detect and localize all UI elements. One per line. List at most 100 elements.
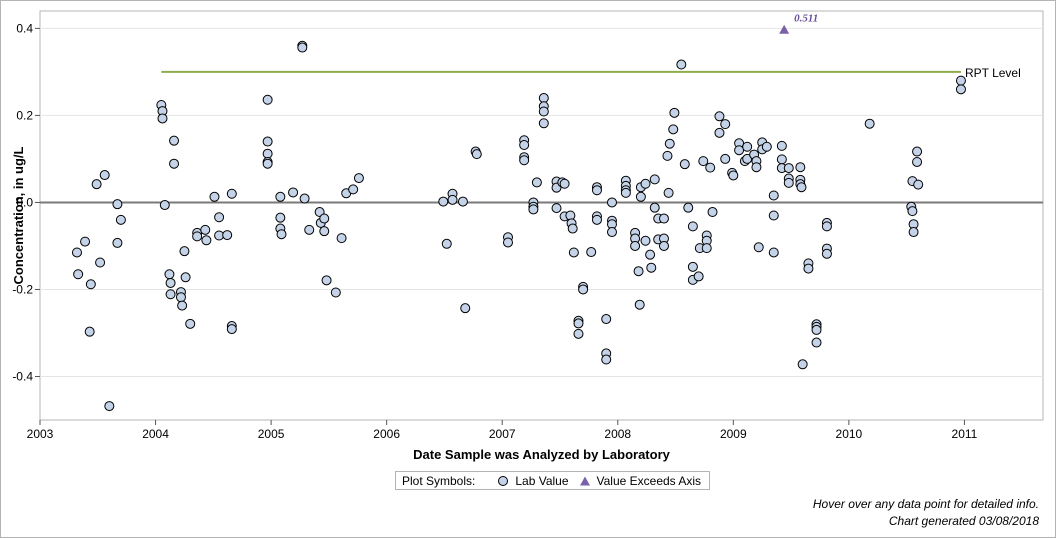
data-point — [91, 179, 102, 190]
data-point — [768, 190, 779, 201]
y-tick-label: -0.2 — [12, 282, 33, 296]
data-point — [460, 303, 471, 314]
data-point — [104, 401, 115, 412]
data-point — [783, 163, 794, 174]
data-point — [803, 263, 814, 274]
data-point — [262, 94, 273, 105]
data-point — [304, 224, 315, 235]
data-point — [165, 277, 176, 288]
data-point — [634, 299, 645, 310]
data-point — [112, 237, 123, 248]
data-point — [177, 300, 188, 311]
data-point — [275, 191, 286, 202]
data-point — [164, 269, 175, 280]
data-point — [192, 231, 203, 242]
data-point — [185, 318, 196, 329]
legend-item-value-exceeds-axis: Value Exceeds Axis — [579, 473, 702, 488]
data-point — [912, 156, 923, 167]
data-point — [811, 337, 822, 348]
data-point — [601, 354, 612, 365]
data-point — [955, 84, 966, 95]
data-point — [663, 187, 674, 198]
data-point — [84, 326, 95, 337]
data-point — [649, 174, 660, 185]
data-point — [701, 243, 712, 254]
legend-label-value-exceeds-axis: Value Exceeds Axis — [596, 473, 702, 488]
y-tick-label: 0.4 — [16, 21, 33, 35]
data-point — [646, 262, 657, 273]
triangle-marker-icon — [579, 476, 590, 485]
x-tick-label: 2010 — [836, 427, 863, 441]
data-point — [821, 248, 832, 259]
exceeds-axis-value-label: 0.511 — [794, 13, 818, 25]
data-point — [209, 191, 220, 202]
data-points: 0.511 — [71, 13, 966, 412]
circle-marker-icon — [498, 475, 509, 486]
data-point — [115, 214, 126, 225]
data-point — [761, 141, 772, 152]
data-point — [319, 213, 330, 224]
data-point — [606, 227, 617, 238]
data-point — [601, 314, 612, 325]
data-point — [913, 179, 924, 190]
data-point — [796, 182, 807, 193]
x-tick-label: 2006 — [373, 427, 400, 441]
data-point — [811, 324, 822, 335]
x-tick-label: 2007 — [489, 427, 516, 441]
data-point — [262, 136, 273, 147]
legend-label-lab-value: Lab Value — [515, 473, 569, 488]
data-point — [776, 140, 787, 151]
legend: Plot Symbols: Lab Value Value Exceeds Ax… — [395, 471, 711, 490]
data-point — [669, 107, 680, 118]
y-axis-title: Concentration, in ug/L — [11, 146, 26, 284]
data-point — [457, 196, 468, 207]
data-point — [226, 188, 237, 199]
data-point — [551, 203, 562, 214]
data-point — [99, 170, 110, 181]
data-point — [568, 247, 579, 258]
x-tick-label: 2008 — [604, 427, 631, 441]
data-point — [630, 240, 641, 251]
data-point — [658, 213, 669, 224]
data-point — [157, 113, 168, 124]
data-point — [714, 127, 725, 138]
data-point — [720, 153, 731, 164]
data-point — [180, 272, 191, 283]
data-point — [751, 162, 762, 173]
data-point — [297, 42, 308, 53]
data-point — [321, 275, 332, 286]
data-point — [528, 204, 539, 215]
data-point — [720, 119, 731, 130]
data-point — [159, 200, 170, 211]
data-point — [201, 235, 212, 246]
data-point — [635, 191, 646, 202]
data-point — [591, 185, 602, 196]
data-point — [262, 148, 273, 159]
data-point — [768, 210, 779, 221]
x-axis-title: Date Sample was Analyzed by Laboratory — [413, 447, 670, 462]
data-point — [169, 135, 180, 146]
data-point — [336, 233, 347, 244]
data-point — [80, 236, 91, 247]
data-point — [531, 177, 542, 188]
data-point — [214, 212, 225, 223]
x-tick-label: 2011 — [952, 427, 978, 441]
data-point — [573, 318, 584, 329]
exceeds-axis-point — [779, 24, 790, 34]
data-point — [447, 194, 458, 205]
data-point — [714, 111, 725, 122]
data-point — [658, 240, 669, 251]
data-point — [705, 162, 716, 173]
y-tick-label: 0.0 — [16, 195, 33, 209]
data-point — [742, 141, 753, 152]
data-point — [687, 261, 698, 272]
data-point — [169, 158, 180, 169]
data-point — [276, 229, 287, 240]
generated-date: Chart generated 03/08/2018 — [888, 514, 1039, 528]
x-tick-label: 2009 — [720, 427, 747, 441]
data-point — [471, 149, 482, 160]
data-point — [687, 221, 698, 232]
data-point — [795, 162, 806, 173]
data-point — [112, 199, 123, 210]
